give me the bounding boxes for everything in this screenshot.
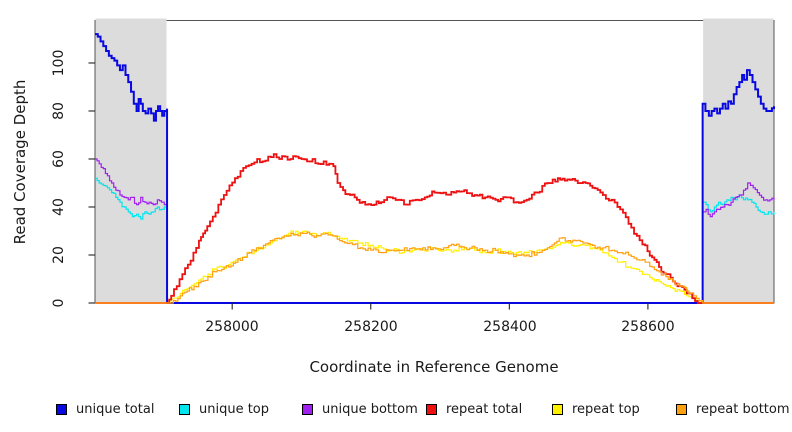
legend-item-repeat-top: repeat top (552, 402, 640, 417)
legend-label: repeat total (446, 402, 523, 417)
repeat-top-swatch-icon (552, 404, 563, 415)
y-tick-label-20: 20 (51, 246, 67, 264)
repeat-bottom-swatch-icon (676, 404, 687, 415)
y-tick-label-100: 100 (51, 49, 67, 77)
y-axis-title: Read Coverage Depth (11, 79, 29, 245)
legend-label: unique bottom (322, 402, 418, 417)
x-tick-label-258200: 258200 (344, 319, 398, 335)
legend-item-repeat-bottom: repeat bottom (676, 402, 790, 417)
unique-bottom-swatch-icon (302, 404, 313, 415)
unique-total-swatch-icon (56, 404, 67, 415)
x-tick-label-258400: 258400 (483, 319, 537, 335)
x-tick-label-258600: 258600 (621, 319, 675, 335)
y-tick-label-40: 40 (51, 198, 67, 216)
y-tick-label-60: 60 (51, 150, 67, 168)
legend-label: unique top (199, 402, 270, 417)
legend-label: repeat top (572, 402, 640, 417)
unique-top-swatch-icon (179, 404, 190, 415)
x-tick-label-258000: 258000 (205, 319, 259, 335)
y-tick-label-0: 0 (51, 298, 67, 308)
legend-label: repeat bottom (696, 402, 790, 417)
legend-item-unique-total: unique total (56, 402, 154, 417)
y-tick-label-80: 80 (51, 102, 67, 120)
legend-item-unique-top: unique top (179, 402, 269, 417)
repeat-total-swatch-icon (426, 404, 437, 415)
legend-label: unique total (76, 402, 155, 417)
x-axis-title: Coordinate in Reference Genome (309, 358, 559, 376)
legend-item-unique-bottom: unique bottom (302, 402, 418, 417)
legend-item-repeat-total: repeat total (426, 402, 522, 417)
